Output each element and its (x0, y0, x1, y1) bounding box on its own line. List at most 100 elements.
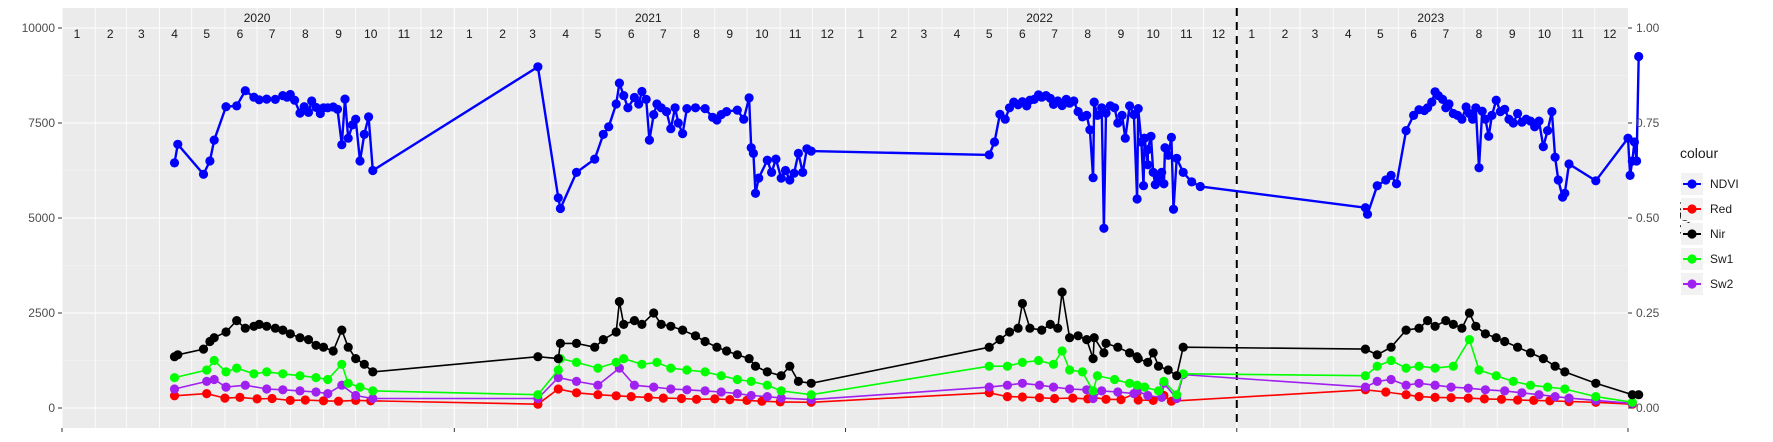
data-point-sw1 (806, 390, 816, 400)
legend: colour NDVI Red Nir Sw1 Sw2 (1680, 145, 1739, 295)
data-point-sw2 (1500, 386, 1510, 396)
series-nir (169, 287, 1644, 400)
data-point-ndvi (533, 62, 543, 72)
legend-item-sw1: Sw1 (1681, 248, 1734, 270)
data-point-nir (221, 327, 231, 337)
data-point-nir (337, 325, 347, 335)
data-point-sw1 (1525, 380, 1536, 390)
legend-key-point (1687, 279, 1697, 289)
data-point-ndvi (343, 133, 353, 143)
data-point-sw2 (1480, 385, 1490, 395)
data-point-nir (1125, 348, 1135, 358)
data-point-ndvi (666, 124, 676, 134)
month-label: 3 (1312, 27, 1319, 41)
y-right-tick-label: 1.00 (1636, 21, 1660, 35)
data-point-sw1 (1372, 361, 1382, 371)
month-label: 10 (755, 27, 769, 41)
data-point-nir (1491, 333, 1501, 343)
data-point-ndvi (1444, 99, 1454, 109)
data-point-ndvi (303, 107, 314, 117)
data-point-sw2 (666, 384, 676, 394)
data-point-ndvi (1132, 194, 1142, 204)
y-left-tick-label: 10000 (22, 21, 56, 35)
data-point-sw1 (202, 365, 212, 375)
data-point-nir (762, 367, 772, 377)
data-point-ndvi (1500, 104, 1510, 114)
data-point-sw1 (619, 354, 629, 364)
data-point-sw1 (249, 369, 259, 379)
data-point-nir (1037, 325, 1047, 335)
data-point-nir (209, 333, 219, 343)
month-label: 5 (203, 27, 210, 41)
month-label: 2 (499, 27, 506, 41)
data-point-ndvi (332, 104, 343, 114)
data-point-sw2 (1430, 380, 1440, 390)
data-point-nir (700, 336, 710, 347)
month-label: 5 (1377, 27, 1384, 41)
y-right-tick-label: 0.75 (1636, 116, 1660, 130)
data-point-ndvi (1553, 175, 1563, 185)
month-label: 9 (1118, 27, 1125, 41)
data-point-red (1463, 393, 1473, 403)
month-label: 9 (726, 27, 733, 41)
data-point-ndvi (739, 114, 749, 124)
data-point-sw1 (1508, 376, 1518, 386)
data-point-nir (232, 316, 242, 326)
data-point-sw1 (571, 357, 582, 367)
month-label: 10 (364, 27, 378, 41)
month-label: 2 (107, 27, 114, 41)
data-point-sw1 (984, 361, 994, 371)
data-point-sw2 (1372, 376, 1382, 386)
data-point-sw2 (1002, 380, 1013, 390)
data-point-ndvi (722, 107, 732, 117)
data-point-ndvi (209, 135, 219, 145)
data-point-ndvi (1157, 167, 1167, 177)
data-point-nir (1500, 336, 1510, 347)
year-label: 2021 (635, 11, 662, 25)
data-point-ndvi (670, 103, 680, 113)
data-point-nir (1550, 361, 1560, 371)
data-point-ndvi (1172, 153, 1182, 163)
data-point-sw2 (351, 390, 361, 401)
data-point-nir (1101, 338, 1111, 348)
data-point-ndvi (700, 104, 710, 114)
y-left-tick-label: 0 (48, 401, 55, 415)
data-point-sw2 (1446, 382, 1456, 392)
legend-label: Red (1710, 202, 1732, 216)
data-point-red (626, 392, 636, 402)
data-point-ndvi (1508, 118, 1518, 128)
data-point-ndvi (598, 129, 608, 139)
data-point-sw2 (682, 385, 692, 395)
data-point-sw1 (1125, 378, 1135, 388)
legend-key-point (1687, 229, 1697, 239)
data-point-ndvi (611, 99, 621, 109)
year-labels: 2020 2021 2022 2023 (244, 11, 1445, 25)
month-label: 10 (1538, 27, 1552, 41)
data-point-red (1446, 393, 1456, 403)
data-point-sw2 (984, 382, 994, 392)
month-label: 6 (1019, 27, 1026, 41)
legend-key-point (1687, 179, 1697, 189)
data-point-nir (173, 350, 183, 360)
data-point-red (658, 393, 668, 403)
data-point-nir (598, 335, 608, 345)
data-point-ndvi (1178, 167, 1188, 177)
data-point-ndvi (1547, 107, 1557, 117)
data-point-nir (318, 342, 329, 352)
data-point-ndvi (1625, 170, 1635, 180)
data-point-nir (744, 354, 754, 364)
data-point-nir (553, 354, 563, 364)
data-point-nir (690, 331, 701, 341)
data-point-nir (1525, 348, 1536, 358)
data-point-ndvi (1000, 114, 1010, 124)
data-point-ndvi (1133, 104, 1143, 114)
data-point-ndvi (351, 114, 361, 124)
data-point-red (300, 395, 310, 405)
data-point-sw1 (1132, 380, 1142, 390)
data-point-sw2 (1143, 390, 1153, 401)
data-point-nir (614, 297, 625, 307)
data-point-nir (198, 344, 209, 354)
month-label: 12 (1603, 27, 1617, 41)
month-label: 11 (789, 27, 802, 41)
data-point-red (676, 393, 687, 404)
